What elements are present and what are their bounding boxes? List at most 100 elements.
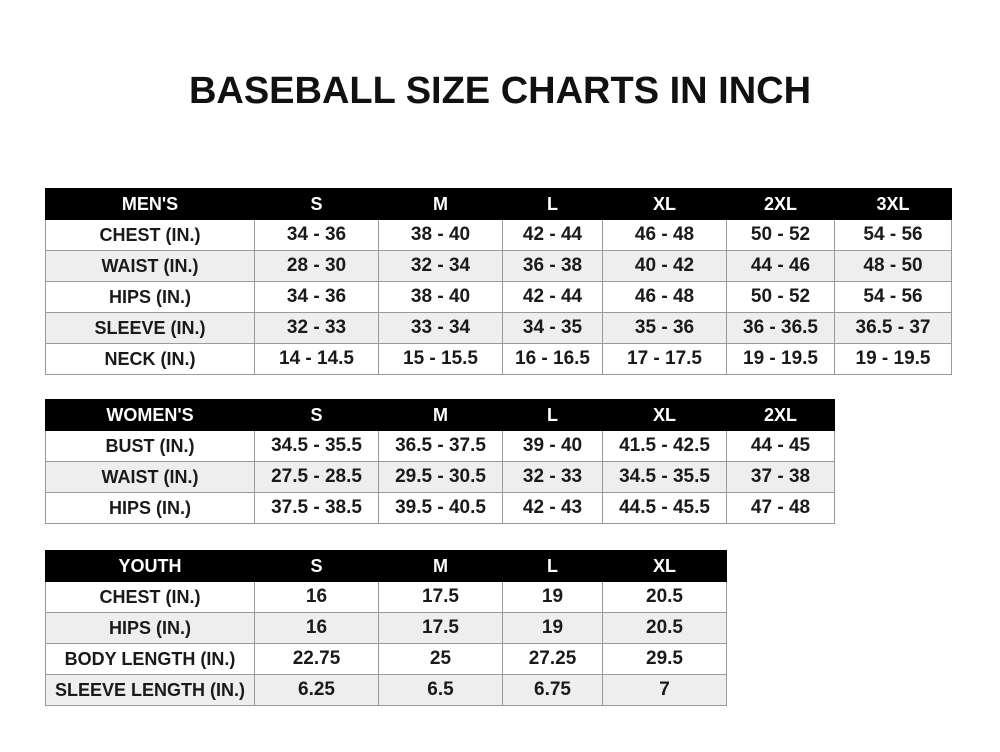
size-value: 40 - 42 <box>602 250 727 282</box>
table-row: NECK (IN.) 14 - 14.5 15 - 15.5 16 - 16.5 17 … <box>45 343 952 375</box>
size-value: 20.5 <box>602 581 727 613</box>
size-value: 27.25 <box>502 643 603 675</box>
size-value: 32 - 34 <box>378 250 503 282</box>
size-header: M <box>378 399 503 431</box>
size-value: 29.5 <box>602 643 727 675</box>
size-value: 47 - 48 <box>726 492 835 524</box>
size-value: 46 - 48 <box>602 281 727 313</box>
measurement-label: CHEST (IN.) <box>45 581 255 613</box>
size-value: 6.5 <box>378 674 503 706</box>
size-header: S <box>254 399 379 431</box>
size-value: 16 <box>254 581 379 613</box>
size-value: 7 <box>602 674 727 706</box>
header-row: WOMEN'S S M L XL 2XL <box>45 399 835 431</box>
size-header: L <box>502 550 603 582</box>
mens-size-table: MEN'S S M L XL 2XL 3XL CHEST (IN.) 34 - 36 38 - 4… <box>45 188 952 375</box>
table-row: HIPS (IN.) 16 17.5 19 20.5 <box>45 612 727 644</box>
size-value: 16 <box>254 612 379 644</box>
table-row: HIPS (IN.) 34 - 36 38 - 40 42 - 44 46 - 48 50… <box>45 281 952 313</box>
measurement-label: HIPS (IN.) <box>45 492 255 524</box>
size-value: 17.5 <box>378 612 503 644</box>
size-value: 54 - 56 <box>834 281 952 313</box>
size-value: 35 - 36 <box>602 312 727 344</box>
table-row: BUST (IN.) 34.5 - 35.5 36.5 - 37.5 39 - 40 4… <box>45 430 835 462</box>
measurement-label: HIPS (IN.) <box>45 612 255 644</box>
size-header: M <box>378 188 503 220</box>
size-value: 29.5 - 30.5 <box>378 461 503 493</box>
header-row: MEN'S S M L XL 2XL 3XL <box>45 188 952 220</box>
size-value: 22.75 <box>254 643 379 675</box>
measurement-label: WAIST (IN.) <box>45 250 255 282</box>
size-header: 2XL <box>726 399 835 431</box>
size-header: XL <box>602 188 727 220</box>
size-value: 17.5 <box>378 581 503 613</box>
page-title: BASEBALL SIZE CHARTS IN INCH <box>188 70 812 112</box>
size-value: 46 - 48 <box>602 219 727 251</box>
size-value: 36 - 38 <box>502 250 603 282</box>
womens-size-table: WOMEN'S S M L XL 2XL BUST (IN.) 34.5 - 35.5 36.5… <box>45 399 835 524</box>
size-value: 39.5 - 40.5 <box>378 492 503 524</box>
size-header: XL <box>602 399 727 431</box>
size-value: 36 - 36.5 <box>726 312 835 344</box>
size-header: XL <box>602 550 727 582</box>
size-value: 50 - 52 <box>726 281 835 313</box>
table-row: SLEEVE LENGTH (IN.) 6.25 6.5 6.75 7 <box>45 674 727 706</box>
size-value: 19 <box>502 581 603 613</box>
size-value: 19 - 19.5 <box>726 343 835 375</box>
size-header: 2XL <box>726 188 835 220</box>
size-value: 50 - 52 <box>726 219 835 251</box>
size-value: 48 - 50 <box>834 250 952 282</box>
size-header: M <box>378 550 503 582</box>
size-header: L <box>502 188 603 220</box>
size-value: 32 - 33 <box>502 461 603 493</box>
size-value: 38 - 40 <box>378 281 503 313</box>
size-value: 44 - 45 <box>726 430 835 462</box>
size-value: 34 - 36 <box>254 281 379 313</box>
size-value: 41.5 - 42.5 <box>602 430 727 462</box>
size-value: 6.75 <box>502 674 603 706</box>
table-row: HIPS (IN.) 37.5 - 38.5 39.5 - 40.5 42 - 43 4… <box>45 492 835 524</box>
size-value: 34 - 35 <box>502 312 603 344</box>
size-value: 28 - 30 <box>254 250 379 282</box>
size-value: 17 - 17.5 <box>602 343 727 375</box>
size-value: 25 <box>378 643 503 675</box>
size-header: L <box>502 399 603 431</box>
size-value: 44 - 46 <box>726 250 835 282</box>
table-row: SLEEVE (IN.) 32 - 33 33 - 34 34 - 35 35 - 36… <box>45 312 952 344</box>
size-value: 27.5 - 28.5 <box>254 461 379 493</box>
table-row: WAIST (IN.) 27.5 - 28.5 29.5 - 30.5 32 - 33… <box>45 461 835 493</box>
size-value: 6.25 <box>254 674 379 706</box>
size-value: 15 - 15.5 <box>378 343 503 375</box>
size-value: 39 - 40 <box>502 430 603 462</box>
size-value: 44.5 - 45.5 <box>602 492 727 524</box>
size-value: 20.5 <box>602 612 727 644</box>
size-value: 16 - 16.5 <box>502 343 603 375</box>
measurement-label: HIPS (IN.) <box>45 281 255 313</box>
size-value: 54 - 56 <box>834 219 952 251</box>
size-value: 42 - 43 <box>502 492 603 524</box>
size-value: 42 - 44 <box>502 281 603 313</box>
table-row: CHEST (IN.) 34 - 36 38 - 40 42 - 44 46 - 48 5… <box>45 219 952 251</box>
size-value: 34 - 36 <box>254 219 379 251</box>
category-header: YOUTH <box>45 550 255 582</box>
size-value: 36.5 - 37.5 <box>378 430 503 462</box>
size-value: 36.5 - 37 <box>834 312 952 344</box>
measurement-label: SLEEVE LENGTH (IN.) <box>45 674 255 706</box>
measurement-label: WAIST (IN.) <box>45 461 255 493</box>
size-value: 34.5 - 35.5 <box>254 430 379 462</box>
table-row: WAIST (IN.) 28 - 30 32 - 34 36 - 38 40 - 42 4… <box>45 250 952 282</box>
measurement-label: BODY LENGTH (IN.) <box>45 643 255 675</box>
size-header: 3XL <box>834 188 952 220</box>
header-row: YOUTH S M L XL <box>45 550 727 582</box>
measurement-label: BUST (IN.) <box>45 430 255 462</box>
size-header: S <box>254 188 379 220</box>
size-header: S <box>254 550 379 582</box>
table-row: BODY LENGTH (IN.) 22.75 25 27.25 29.5 <box>45 643 727 675</box>
category-header: WOMEN'S <box>45 399 255 431</box>
size-value: 42 - 44 <box>502 219 603 251</box>
size-value: 37.5 - 38.5 <box>254 492 379 524</box>
youth-size-table: YOUTH S M L XL CHEST (IN.) 16 17.5 19 20.5 HIPS (I… <box>45 550 727 706</box>
size-value: 37 - 38 <box>726 461 835 493</box>
measurement-label: CHEST (IN.) <box>45 219 255 251</box>
category-header: MEN'S <box>45 188 255 220</box>
